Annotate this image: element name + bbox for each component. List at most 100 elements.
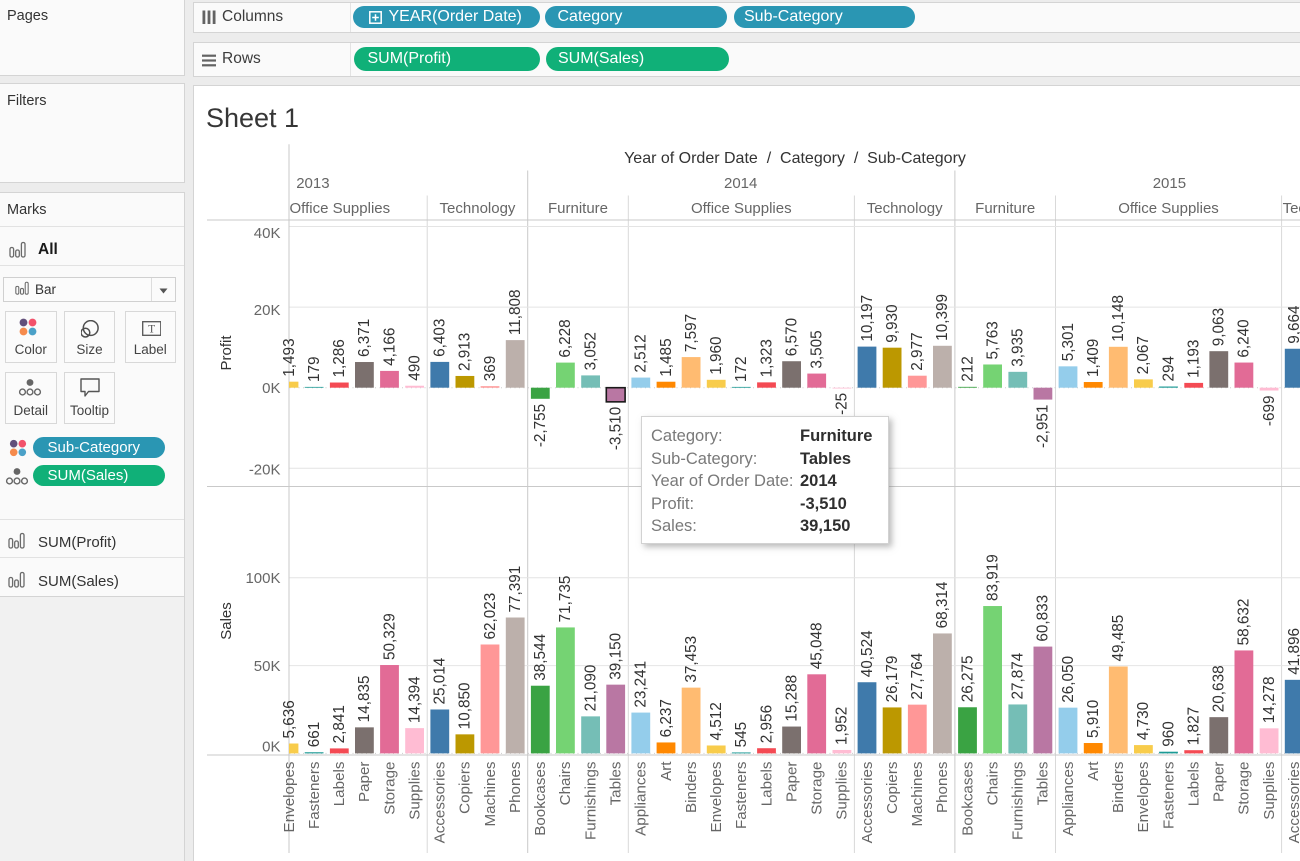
svg-text:50K: 50K: [254, 658, 281, 675]
svg-text:49,485: 49,485: [1110, 615, 1127, 662]
svg-text:Accessories: Accessories: [859, 761, 876, 843]
svg-text:14,835: 14,835: [356, 676, 373, 723]
svg-text:1,493: 1,493: [281, 338, 298, 376]
svg-text:Technology: Technology: [1283, 200, 1300, 217]
svg-text:26,050: 26,050: [1060, 656, 1077, 703]
svg-text:Labels: Labels: [1186, 761, 1203, 806]
svg-text:Bookcases: Bookcases: [959, 761, 976, 836]
svg-text:2,956: 2,956: [758, 705, 775, 743]
svg-text:Fasteners: Fasteners: [733, 761, 750, 829]
svg-text:Profit: Profit: [218, 335, 235, 371]
svg-text:-3,510: -3,510: [608, 407, 625, 450]
svg-text:0K: 0K: [262, 380, 280, 397]
svg-text:40,524: 40,524: [859, 630, 876, 677]
svg-text:1,409: 1,409: [1085, 339, 1102, 377]
svg-text:6,403: 6,403: [432, 319, 449, 357]
svg-text:Machines: Machines: [482, 761, 499, 826]
svg-text:-2,951: -2,951: [1035, 405, 1052, 448]
svg-text:15,288: 15,288: [783, 675, 800, 722]
svg-text:2015: 2015: [1153, 175, 1186, 192]
svg-text:Paper: Paper: [356, 762, 373, 803]
svg-text:3,052: 3,052: [582, 332, 599, 370]
svg-text:1,960: 1,960: [708, 337, 725, 375]
svg-text:Office Supplies: Office Supplies: [691, 200, 792, 217]
svg-text:369: 369: [482, 356, 499, 382]
svg-text:Bookcases: Bookcases: [532, 761, 549, 836]
svg-text:Binders: Binders: [1110, 761, 1127, 813]
svg-text:294: 294: [1160, 355, 1177, 381]
svg-text:62,023: 62,023: [482, 593, 499, 640]
svg-text:6,228: 6,228: [557, 319, 574, 357]
svg-text:960: 960: [1160, 721, 1177, 747]
svg-text:661: 661: [306, 722, 323, 748]
svg-text:1,323: 1,323: [758, 339, 775, 377]
svg-text:4,512: 4,512: [708, 702, 725, 740]
svg-text:Fasteners: Fasteners: [306, 761, 323, 829]
svg-text:Furniture: Furniture: [975, 200, 1035, 217]
svg-text:Supplies: Supplies: [1261, 761, 1278, 820]
svg-text:Furnishings: Furnishings: [1010, 761, 1027, 840]
svg-text:27,764: 27,764: [909, 652, 926, 699]
svg-text:68,314: 68,314: [934, 581, 951, 628]
svg-text:Supplies: Supplies: [406, 761, 423, 820]
svg-text:37,453: 37,453: [683, 636, 700, 683]
svg-text:6,237: 6,237: [658, 699, 675, 737]
svg-text:14,394: 14,394: [406, 676, 423, 723]
svg-text:Phones: Phones: [507, 761, 524, 813]
svg-text:6,371: 6,371: [356, 319, 373, 357]
svg-text:Labels: Labels: [331, 761, 348, 806]
svg-text:172: 172: [733, 356, 750, 382]
svg-text:5,636: 5,636: [281, 700, 298, 738]
svg-text:2,067: 2,067: [1135, 336, 1152, 374]
svg-text:10,197: 10,197: [859, 295, 876, 342]
svg-text:Binders: Binders: [683, 761, 700, 813]
svg-text:20,638: 20,638: [1211, 665, 1228, 712]
svg-text:77,391: 77,391: [507, 566, 524, 613]
svg-text:Storage: Storage: [381, 762, 398, 815]
svg-text:21,090: 21,090: [582, 665, 599, 712]
svg-text:23,241: 23,241: [633, 661, 650, 708]
svg-text:Technology: Technology: [440, 200, 516, 217]
svg-text:50,329: 50,329: [381, 613, 398, 660]
svg-text:Furnishings: Furnishings: [582, 761, 599, 840]
svg-text:0K: 0K: [262, 738, 280, 755]
svg-text:Paper: Paper: [783, 762, 800, 803]
svg-text:490: 490: [406, 355, 423, 381]
svg-text:20K: 20K: [254, 302, 281, 319]
svg-text:1,952: 1,952: [834, 707, 851, 745]
svg-text:Accessories: Accessories: [432, 761, 449, 843]
svg-text:Labels: Labels: [758, 761, 775, 806]
svg-text:83,919: 83,919: [984, 554, 1001, 601]
svg-text:Phones: Phones: [934, 761, 951, 813]
svg-text:Appliances: Appliances: [1060, 761, 1077, 836]
svg-text:26,275: 26,275: [959, 656, 976, 703]
svg-text:3,935: 3,935: [1010, 329, 1027, 367]
svg-text:7,597: 7,597: [683, 314, 700, 352]
svg-text:4,730: 4,730: [1135, 702, 1152, 740]
svg-text:2,913: 2,913: [457, 333, 474, 371]
svg-text:Tables: Tables: [608, 761, 625, 805]
svg-text:Appliances: Appliances: [633, 761, 650, 836]
svg-text:10,850: 10,850: [457, 683, 474, 730]
svg-text:Copiers: Copiers: [457, 761, 474, 814]
svg-text:6,240: 6,240: [1236, 319, 1253, 357]
svg-text:Year of Order Date / Categor: Year of Order Date / Category / Sub-Cate…: [624, 150, 966, 167]
svg-text:58,632: 58,632: [1236, 599, 1253, 646]
svg-text:11,808: 11,808: [507, 289, 524, 335]
svg-text:71,735: 71,735: [557, 576, 574, 623]
svg-text:40K: 40K: [254, 225, 281, 242]
svg-text:Technology: Technology: [867, 200, 943, 217]
svg-text:-25: -25: [834, 393, 851, 415]
svg-text:212: 212: [959, 356, 976, 382]
svg-text:Storage: Storage: [809, 762, 826, 815]
svg-text:3,505: 3,505: [809, 330, 826, 368]
svg-text:2,841: 2,841: [331, 705, 348, 743]
svg-text:Paper: Paper: [1211, 762, 1228, 803]
svg-text:2,512: 2,512: [633, 334, 650, 372]
svg-text:9,664: 9,664: [1286, 305, 1300, 344]
svg-text:5,910: 5,910: [1085, 700, 1102, 738]
svg-text:2014: 2014: [724, 175, 757, 192]
svg-text:Envelopes: Envelopes: [1135, 761, 1152, 832]
svg-text:5,763: 5,763: [984, 321, 1001, 359]
svg-text:Supplies: Supplies: [834, 761, 851, 820]
